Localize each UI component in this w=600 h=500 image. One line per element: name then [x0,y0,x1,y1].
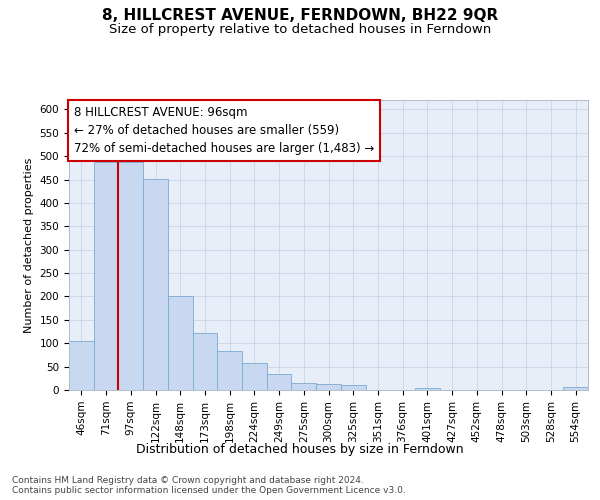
Bar [415,388,440,390]
Bar [118,162,143,390]
Text: 8 HILLCREST AVENUE: 96sqm
← 27% of detached houses are smaller (559)
72% of semi: 8 HILLCREST AVENUE: 96sqm ← 27% of detac… [74,106,374,155]
Bar [193,333,217,390]
Bar [242,364,267,390]
Bar [267,374,292,390]
Bar [94,162,118,390]
Text: 8, HILLCREST AVENUE, FERNDOWN, BH22 9QR: 8, HILLCREST AVENUE, FERNDOWN, BH22 9QR [102,8,498,22]
Bar [69,341,94,390]
Text: Contains HM Land Registry data © Crown copyright and database right 2024.
Contai: Contains HM Land Registry data © Crown c… [12,476,406,495]
Text: Size of property relative to detached houses in Ferndown: Size of property relative to detached ho… [109,22,491,36]
Bar [168,296,193,390]
Bar [341,386,365,390]
Y-axis label: Number of detached properties: Number of detached properties [24,158,34,332]
Bar [292,382,316,390]
Bar [217,351,242,390]
Bar [563,386,588,390]
Text: Distribution of detached houses by size in Ferndown: Distribution of detached houses by size … [136,442,464,456]
Bar [316,384,341,390]
Bar [143,178,168,390]
